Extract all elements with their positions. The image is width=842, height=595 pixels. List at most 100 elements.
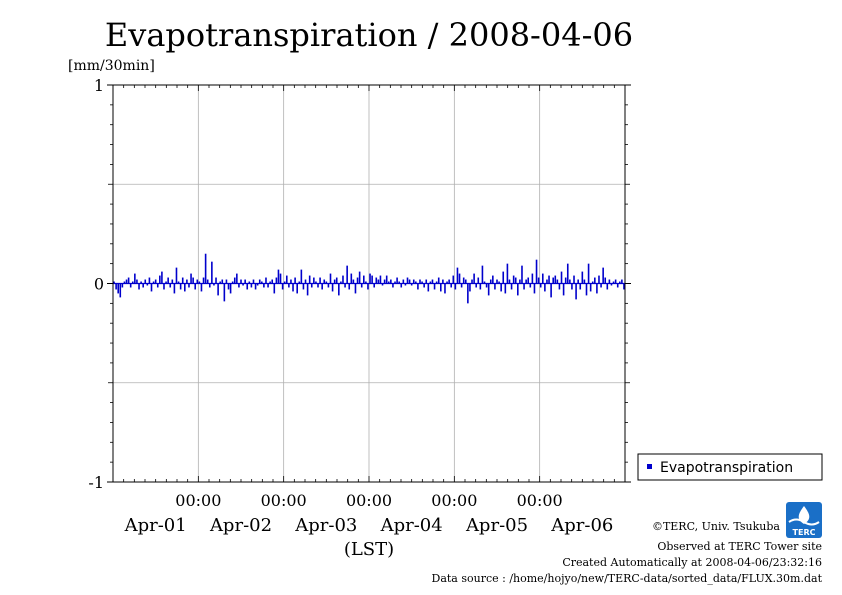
data-bar: [236, 273, 238, 284]
data-bar: [238, 283, 240, 288]
data-bar: [408, 279, 411, 284]
data-bar: [546, 279, 548, 284]
data-bar: [204, 253, 207, 284]
y-tick-label: 0: [94, 275, 104, 294]
logo-text: TERC: [793, 528, 816, 537]
data-bar: [423, 283, 425, 288]
data-bar: [340, 281, 342, 284]
footer-created: Created Automatically at 2008-04-06/23:3…: [562, 556, 822, 569]
data-bar: [400, 283, 403, 288]
data-bar: [254, 283, 257, 290]
data-bar: [171, 279, 174, 284]
data-bar: [192, 277, 194, 284]
data-bar: [373, 283, 375, 288]
data-bar: [602, 267, 604, 284]
data-bar: [383, 279, 386, 284]
data-bar: [519, 279, 521, 284]
data-bar: [304, 279, 307, 284]
data-bar: [167, 277, 169, 284]
data-bar: [198, 281, 201, 284]
data-bar: [477, 277, 480, 284]
data-bar: [190, 273, 192, 284]
data-bar: [581, 271, 584, 284]
data-bar: [454, 283, 457, 290]
data-bar: [156, 283, 159, 288]
data-bar: [302, 283, 305, 290]
data-bar: [573, 275, 575, 284]
data-bar: [444, 283, 446, 294]
data-bar: [115, 283, 117, 290]
data-bar: [194, 283, 197, 290]
data-bar: [267, 283, 269, 288]
data-bar: [610, 283, 613, 286]
data-bar: [363, 275, 365, 284]
data-bar: [415, 281, 417, 284]
data-bar: [390, 279, 392, 284]
data-bar: [219, 281, 221, 284]
data-bar: [410, 283, 413, 286]
data-bar: [148, 277, 151, 284]
data-bar: [591, 281, 594, 284]
data-bar: [485, 283, 488, 288]
x-date-label: Apr-01: [124, 515, 187, 536]
data-bar: [225, 279, 228, 284]
data-bar: [131, 281, 134, 284]
data-bar: [369, 273, 371, 284]
data-bar: [571, 283, 573, 290]
data-bar: [612, 281, 615, 284]
data-bar: [331, 283, 334, 292]
data-bar: [594, 277, 596, 284]
data-bar: [521, 265, 523, 284]
data-bar: [489, 279, 492, 284]
x-date-label: Apr-05: [465, 515, 528, 536]
data-bar: [533, 283, 536, 294]
data-bar: [606, 283, 609, 290]
data-bar: [265, 277, 267, 284]
data-bar: [535, 259, 538, 284]
data-bar: [325, 281, 328, 284]
data-bars: [113, 253, 625, 304]
data-bar: [144, 279, 147, 284]
data-bar: [279, 273, 282, 284]
data-bar: [125, 279, 128, 284]
data-bar: [440, 283, 442, 292]
data-bar: [250, 283, 253, 288]
data-bar: [269, 281, 271, 284]
data-bar: [296, 283, 298, 294]
data-bar: [134, 273, 136, 284]
data-bar: [508, 279, 511, 284]
data-bar: [504, 283, 507, 294]
data-bar: [473, 273, 475, 284]
data-bar: [502, 271, 505, 284]
data-bar: [550, 283, 552, 298]
axes: [107, 84, 631, 483]
data-bar: [154, 279, 157, 284]
data-bar: [517, 283, 519, 296]
data-bar: [150, 283, 153, 292]
data-bar: [371, 275, 373, 284]
data-bar: [394, 281, 396, 284]
data-bar: [242, 283, 244, 286]
data-bar: [404, 283, 407, 286]
data-bar: [377, 279, 380, 284]
data-bar: [506, 263, 509, 284]
data-bar: [113, 281, 115, 284]
data-bar: [616, 283, 619, 288]
data-bar: [492, 275, 494, 284]
data-bar: [169, 283, 172, 288]
data-bar: [458, 273, 461, 284]
data-bar: [263, 283, 265, 288]
data-bar: [208, 283, 211, 288]
data-bar: [313, 277, 315, 284]
footer-site: Observed at TERC Tower site: [657, 540, 822, 553]
data-bar: [579, 283, 582, 290]
data-bar: [494, 283, 496, 290]
data-bar: [560, 271, 563, 284]
x-date-label: Apr-02: [209, 515, 272, 536]
data-bar: [456, 267, 459, 284]
data-bar: [558, 283, 561, 290]
x-time-label: 00:00: [175, 491, 221, 510]
x-date-label: Apr-04: [380, 515, 443, 536]
data-bar: [138, 283, 140, 290]
data-bar: [623, 283, 625, 290]
